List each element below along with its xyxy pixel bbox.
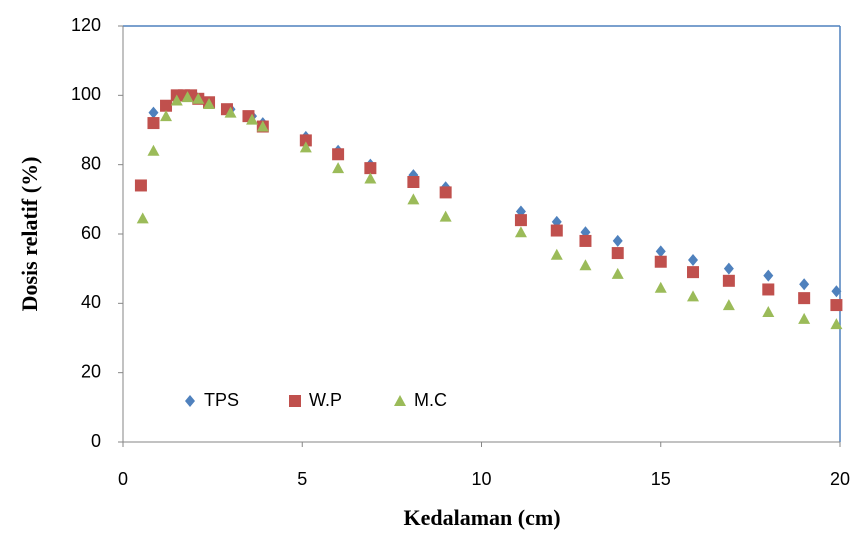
triangle-marker [514, 226, 527, 238]
square-marker [550, 224, 563, 237]
triangle-marker [579, 259, 592, 271]
triangle-marker [798, 312, 811, 324]
square-marker [160, 99, 173, 112]
x-tick-label: 5 [297, 469, 307, 489]
square-marker [134, 179, 147, 192]
diamond-marker [799, 278, 810, 291]
legend-label: M.C [414, 390, 447, 410]
diamond-marker [612, 234, 623, 247]
square-marker [762, 283, 775, 296]
triangle-marker [256, 120, 269, 132]
triangle-marker [762, 306, 775, 317]
diamond-marker [723, 262, 734, 275]
triangle-marker [160, 110, 173, 122]
triangle-marker [394, 395, 406, 406]
triangle-marker [192, 92, 205, 104]
square-marker [579, 234, 592, 247]
legend-label: TPS [204, 390, 239, 410]
y-tick-label: 80 [81, 153, 101, 173]
triangle-marker [170, 94, 183, 106]
square-marker [722, 274, 735, 287]
triangle-marker [830, 318, 843, 330]
square-marker [332, 148, 345, 161]
triangle-marker [364, 172, 377, 184]
y-axis-title: Dosis relatif (%) [17, 157, 42, 312]
x-tick-label: 0 [118, 469, 128, 489]
square-marker [289, 395, 301, 407]
triangle-marker [181, 91, 194, 103]
x-tick-label: 20 [830, 469, 850, 489]
square-marker [654, 255, 667, 268]
diamond-marker [148, 106, 159, 119]
square-marker [299, 134, 312, 147]
y-tick-label: 60 [81, 223, 101, 243]
triangle-marker [246, 113, 259, 125]
square-marker [611, 247, 624, 260]
x-tick-label: 15 [651, 469, 671, 489]
triangle-marker [407, 193, 420, 205]
triangle-marker [550, 248, 563, 260]
triangle-marker [439, 210, 452, 222]
square-marker [439, 186, 452, 199]
triangle-marker [203, 98, 216, 109]
triangle-marker [722, 299, 735, 311]
triangle-marker [654, 281, 667, 293]
legend-label: W.P [309, 390, 342, 410]
square-marker [514, 214, 527, 227]
square-marker [147, 117, 160, 130]
triangle-marker [687, 290, 700, 302]
triangle-marker [299, 141, 312, 153]
square-marker [687, 266, 700, 279]
triangle-marker [611, 267, 624, 279]
diamond-marker [831, 285, 842, 298]
y-tick-label: 20 [81, 361, 101, 381]
y-tick-label: 40 [81, 292, 101, 312]
square-marker [830, 299, 843, 312]
diamond-marker [688, 254, 699, 266]
square-marker [798, 292, 811, 305]
triangle-marker [332, 162, 345, 174]
square-marker [364, 162, 377, 175]
diamond-marker [763, 269, 774, 282]
triangle-marker [136, 212, 149, 224]
y-tick-label: 0 [91, 431, 101, 451]
y-tick-label: 120 [71, 15, 101, 35]
diamond-marker [185, 395, 195, 407]
square-marker [407, 176, 420, 188]
x-tick-label: 10 [471, 469, 491, 489]
x-axis-title: Kedalaman (cm) [403, 505, 560, 530]
y-tick-label: 100 [71, 84, 101, 104]
triangle-marker [147, 144, 160, 156]
triangle-marker [224, 106, 237, 118]
diamond-marker [655, 245, 666, 258]
